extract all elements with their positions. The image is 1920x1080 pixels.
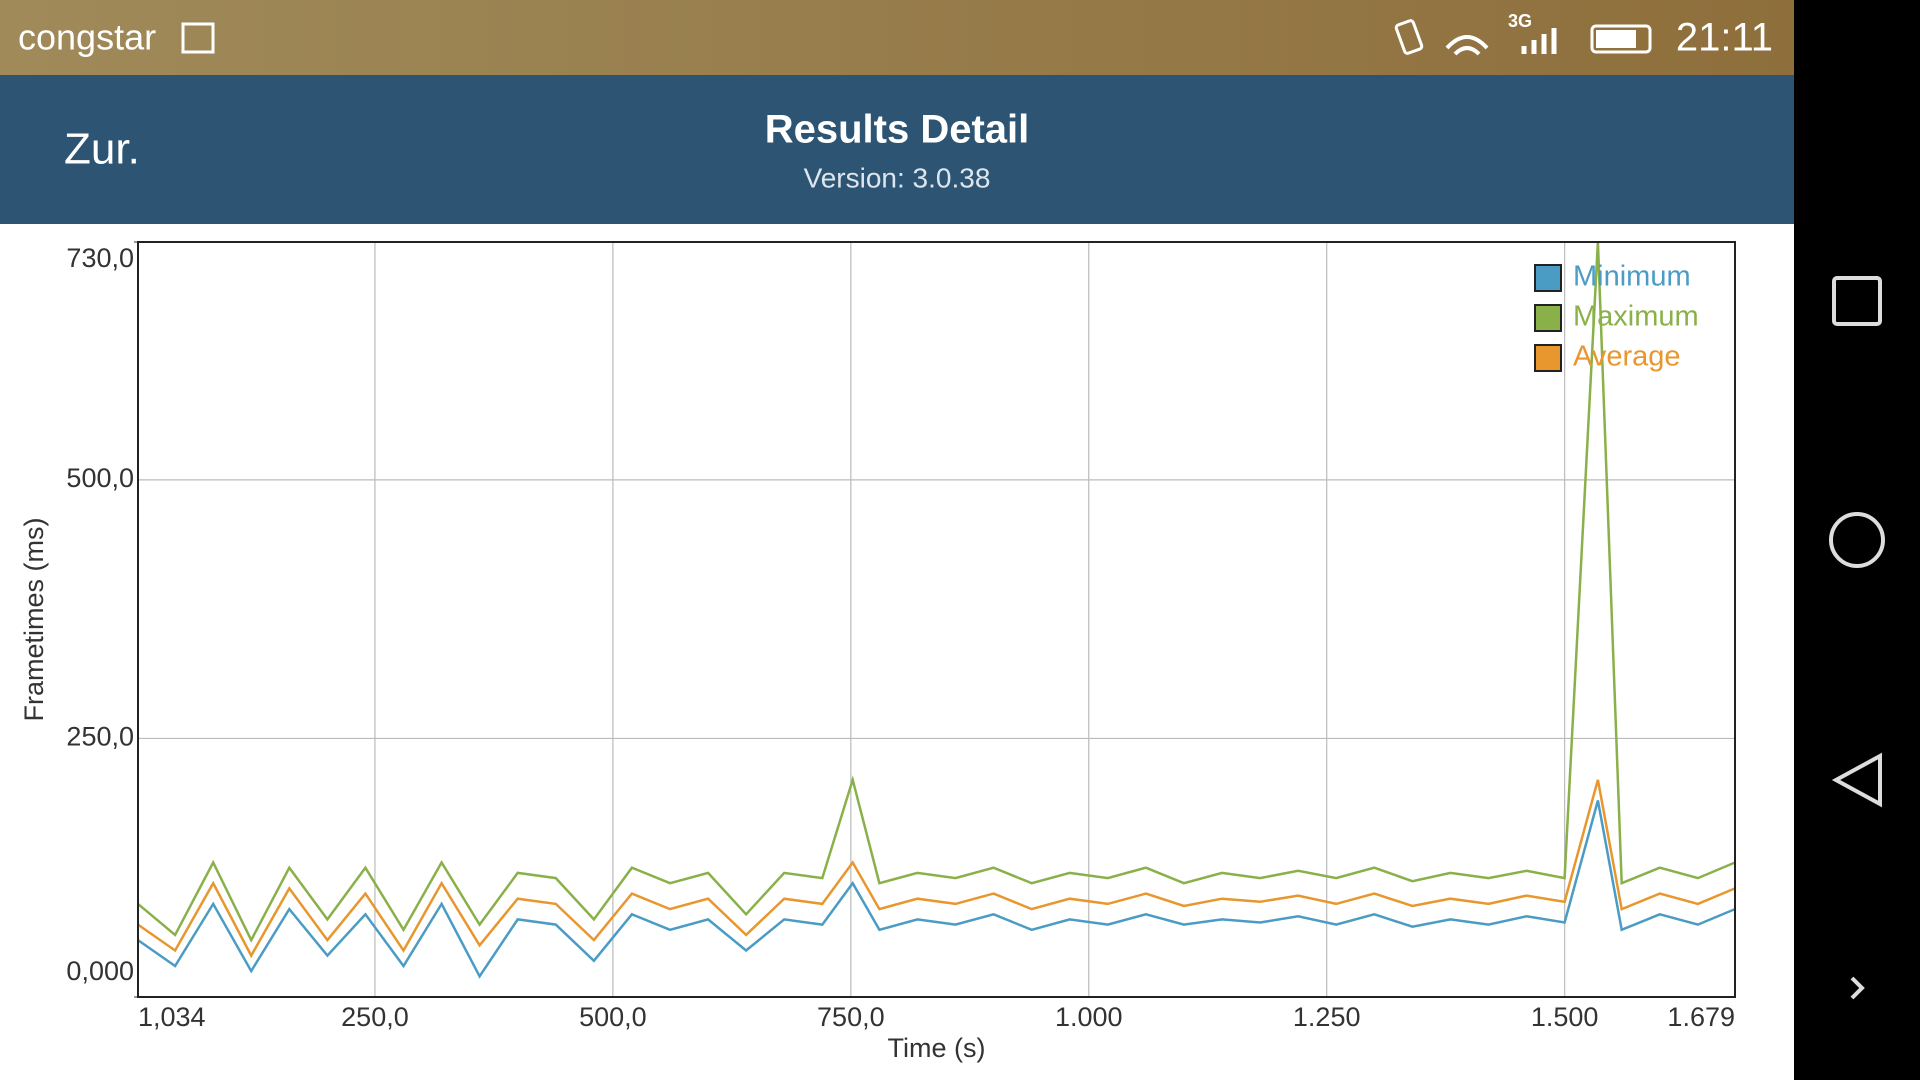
app-bar: [0, 75, 1794, 224]
legend-label: Average: [1573, 341, 1681, 373]
image-icon: [181, 22, 215, 54]
x-axis-label: Time (s): [888, 1033, 986, 1063]
signal-icon: [1521, 28, 1557, 54]
legend-swatch: [1534, 344, 1562, 372]
x-tick-label: 1.000: [1055, 1002, 1123, 1032]
x-tick-label: 1.679: [1667, 1002, 1735, 1032]
plot-frame: [137, 241, 1736, 998]
x-tick-label: 500,0: [579, 1002, 647, 1032]
carrier: congstar: [18, 17, 156, 58]
recent-button[interactable]: [1832, 276, 1882, 326]
y-axis-label: Frametimes (ms): [19, 518, 49, 722]
subtitle: Version: 3.0.38: [804, 162, 991, 193]
vibrate-icon: [1394, 19, 1424, 55]
series-line: [137, 800, 1736, 979]
y-tick-label: 730,0: [66, 243, 134, 273]
x-tick-label: 750,0: [817, 1002, 885, 1032]
x-tick-label: 250,0: [341, 1002, 409, 1032]
back-button[interactable]: Zur.: [64, 125, 140, 174]
y-tick-label: 0,000: [66, 956, 134, 986]
x-tick-label: 1,034: [138, 1002, 206, 1032]
legend-label: Maximum: [1573, 301, 1699, 333]
x-tick-label: 1.250: [1293, 1002, 1361, 1032]
clock: 21:11: [1676, 16, 1773, 60]
wifi-icon: [1445, 35, 1489, 56]
status-bar: [0, 0, 1794, 75]
network: 3G: [1508, 11, 1532, 31]
nav-bar: [1794, 0, 1920, 1080]
battery-level: [1596, 30, 1636, 48]
expand-button[interactable]: [1850, 976, 1865, 1000]
chart: 1,034 250,0 500,0 750,0 1.000 1.250 1.500 1.679…: [19, 241, 1736, 1063]
back-nav-button[interactable]: [1831, 752, 1882, 808]
title: Results Detail: [765, 108, 1030, 152]
legend-label: Minimum: [1573, 261, 1691, 293]
series-line: [137, 241, 1736, 943]
battery-icon: [1590, 24, 1652, 54]
y-tick-label: 500,0: [66, 463, 134, 493]
y-tick-label: 250,0: [66, 722, 134, 752]
series-line: [137, 779, 1736, 959]
home-button[interactable]: [1829, 512, 1885, 568]
legend-swatch: [1534, 304, 1562, 332]
legend-swatch: [1534, 264, 1562, 292]
x-tick-label: 1.500: [1531, 1002, 1599, 1032]
